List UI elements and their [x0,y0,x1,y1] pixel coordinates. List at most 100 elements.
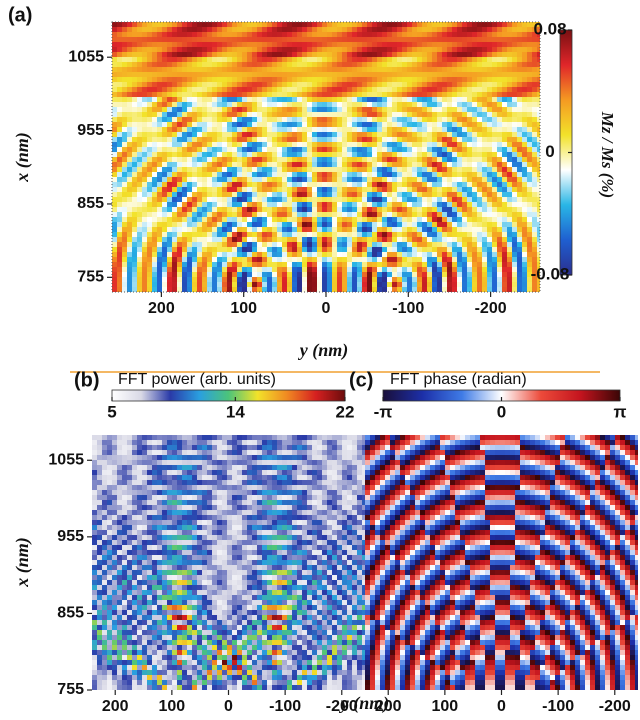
field-cell [387,62,392,67]
field-cell [522,27,527,32]
field-cell [197,207,202,212]
field-cell [157,32,162,37]
field-cell [252,182,257,187]
field-cell [112,435,117,440]
field-cell [127,212,132,217]
field-cell [342,157,347,162]
field-cell [242,242,247,247]
field-cell [312,127,317,132]
field-cell [337,287,342,292]
field-cell [202,202,207,207]
field-cell [302,57,307,62]
field-cell [117,132,122,137]
field-cell [482,27,487,32]
field-cell [332,227,337,232]
field-cell [377,52,382,57]
field-cell [497,227,502,232]
field-cell [182,42,187,47]
field-cell [197,42,202,47]
field-cell [512,222,517,227]
field-cell [352,212,357,217]
field-cell [332,252,337,257]
field-cell [247,32,252,37]
field-cell [222,157,227,162]
field-cell [222,257,227,262]
field-cell [167,72,172,77]
field-cell [202,232,207,237]
field-cell [202,445,207,450]
field-cell [177,137,182,142]
field-cell [337,162,342,167]
field-cell [317,187,322,192]
field-cell [517,32,522,37]
field-cell [287,102,292,107]
field-cell [147,287,152,292]
field-cell [287,222,292,227]
field-cell [407,272,412,277]
field-cell [282,445,287,450]
field-cell [352,282,357,287]
field-cell [447,162,452,167]
field-cell [362,267,367,272]
field-cell [267,222,272,227]
field-cell [142,87,147,92]
field-cell [152,92,157,97]
field-cell [467,107,472,112]
field-cell [192,202,197,207]
field-cell [442,212,447,217]
field-cell [497,142,502,147]
field-cell [387,212,392,217]
field-cell [162,187,167,192]
field-cell [532,217,537,222]
field-cell [162,147,167,152]
field-cell [357,137,362,142]
field-cell [117,192,122,197]
field-cell [342,232,347,237]
x-tick-label: -200 [475,300,507,317]
field-cell [472,127,477,132]
field-cell [477,167,482,172]
field-cell [342,102,347,107]
field-cell [147,67,152,72]
field-cell [532,67,537,72]
field-cell [312,445,317,450]
field-cell [292,22,297,27]
field-cell [347,187,352,192]
field-cell [277,22,282,27]
field-cell [157,42,162,47]
field-cell [152,97,157,102]
field-cell [312,177,317,182]
field-cell [472,242,477,247]
field-cell [187,455,192,460]
field-cell [517,157,522,162]
field-cell [527,182,532,187]
field-cell [182,27,187,32]
field-cell [492,192,497,197]
field-cell [287,37,292,42]
field-cell [112,287,117,292]
field-cell [127,237,132,242]
field-cell [357,222,362,227]
field-cell [272,52,277,57]
field-cell [212,82,217,87]
field-cell [242,435,247,440]
field-cell [122,252,127,257]
field-cell [392,122,397,127]
field-cell [187,172,192,177]
field-cell [292,47,297,52]
field-cell [292,92,297,97]
field-cell [467,32,472,37]
field-cell [172,112,177,117]
field-cell [422,57,427,62]
field-cell [332,152,337,157]
field-cell [117,82,122,87]
field-cell [442,277,447,282]
field-cell [147,267,152,272]
field-cell [282,152,287,157]
field-cell [462,157,467,162]
field-cell [357,227,362,232]
field-cell [472,252,477,257]
field-cell [277,77,282,82]
field-cell [432,127,437,132]
field-cell [417,247,422,252]
